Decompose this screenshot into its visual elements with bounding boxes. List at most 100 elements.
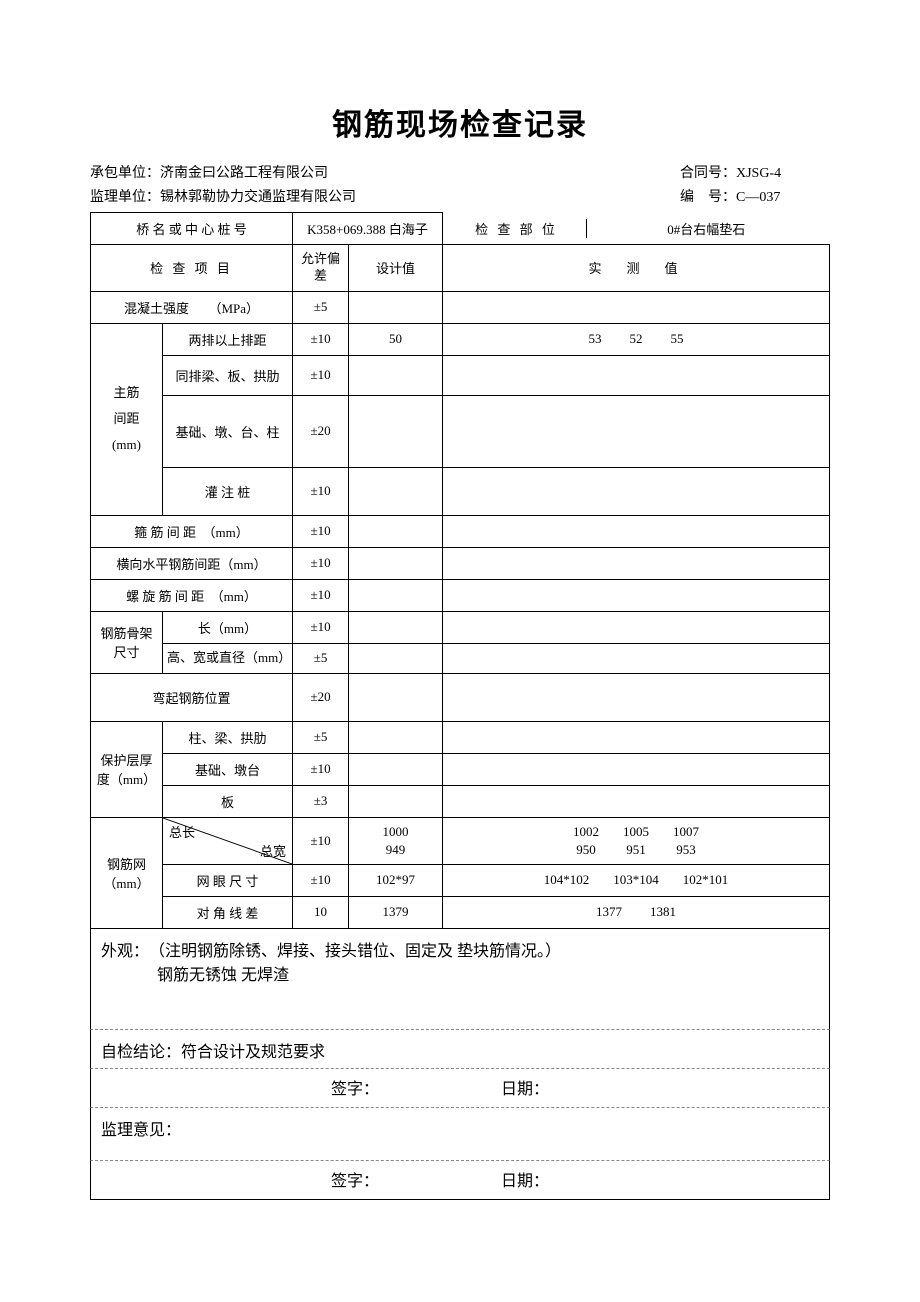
item-label: 检 查 项 目 — [91, 245, 293, 292]
frame-group: 钢筋骨架尺寸 — [91, 611, 163, 673]
cover-r1-design — [349, 721, 443, 753]
frame-r1-measured — [443, 611, 830, 643]
cover-r3-label: 板 — [163, 785, 293, 817]
supervisor-label: 监理单位： — [90, 190, 160, 205]
table-row: 网 眼 尺 寸 ±10 102*97 104*102 103*104 102*1… — [91, 864, 830, 896]
cover-r3-design — [349, 785, 443, 817]
table-row: 螺 旋 筋 间 距 （mm） ±10 — [91, 579, 830, 611]
ms-r1-label: 两排以上排距 — [163, 323, 293, 355]
ms-r3-measured — [443, 395, 830, 467]
ms-r3-design — [349, 395, 443, 467]
bent-design — [349, 673, 443, 721]
main-table: 桥 名 或 中 心 桩 号 K358+069.388 白海子 检 查 部 位 0… — [90, 212, 830, 929]
serial-value: C—037 — [736, 190, 780, 205]
concrete-measured — [443, 291, 830, 323]
self-value: 符合设计及规范要求 — [181, 1044, 325, 1061]
supervisor-value: 锡林郭勒协力交通监理有限公司 — [160, 190, 356, 205]
bridge-value: K358+069.388 白海子 — [293, 213, 443, 245]
frame-r2-design — [349, 643, 443, 673]
sup-sign-row: 签字： 日期： — [90, 1161, 830, 1200]
mesh-r1-m02: 1007 — [673, 824, 699, 840]
concrete-tol: ±5 — [293, 291, 349, 323]
frame-r2-measured — [443, 643, 830, 673]
bent-measured — [443, 673, 830, 721]
table-row: 基础、墩台 ±10 — [91, 753, 830, 785]
mesh-r1-d0: 1000 — [353, 824, 438, 840]
table-row: 检 查 项 目 允许偏差 设计值 实 测 值 — [91, 245, 830, 292]
mesh-r2-m2: 102*101 — [683, 872, 729, 888]
cover-group: 保护层厚度（mm） — [91, 721, 163, 817]
spiral-label: 螺 旋 筋 间 距 （mm） — [91, 579, 293, 611]
horiz-label: 横向水平钢筋间距（mm） — [91, 547, 293, 579]
bent-tol: ±20 — [293, 673, 349, 721]
horiz-design — [349, 547, 443, 579]
table-row: 保护层厚度（mm） 柱、梁、拱肋 ±5 — [91, 721, 830, 753]
mesh-r2-tol: ±10 — [293, 864, 349, 896]
frame-r2-tol: ±5 — [293, 643, 349, 673]
cover-r1-tol: ±5 — [293, 721, 349, 753]
self-date-label: 日期： — [501, 1075, 549, 1099]
ms-r2-measured — [443, 355, 830, 395]
table-row: 板 ±3 — [91, 785, 830, 817]
ms-r2-tol: ±10 — [293, 355, 349, 395]
frame-r1-tol: ±10 — [293, 611, 349, 643]
spiral-design — [349, 579, 443, 611]
stirrup-measured — [443, 515, 830, 547]
header-row-1: 承包单位：济南金曰公路工程有限公司 合同号：XJSG-4 — [90, 162, 830, 182]
frame-r1-label: 长（mm） — [163, 611, 293, 643]
table-row: 横向水平钢筋间距（mm） ±10 — [91, 547, 830, 579]
mesh-r1-tl: 总长 — [169, 822, 195, 841]
ms-r2-design — [349, 355, 443, 395]
sup-block: 监理意见： — [90, 1108, 830, 1161]
spiral-tol: ±10 — [293, 579, 349, 611]
cover-r2-tol: ±10 — [293, 753, 349, 785]
ms-r2-label: 同排梁、板、拱肋 — [163, 355, 293, 395]
mesh-r2-design: 102*97 — [349, 864, 443, 896]
sup-date-label: 日期： — [501, 1167, 549, 1191]
mesh-r1-design: 1000 949 — [349, 817, 443, 864]
table-row: 高、宽或直径（mm） ±5 — [91, 643, 830, 673]
frame-r2-label: 高、宽或直径（mm） — [163, 643, 293, 673]
table-row: 桥 名 或 中 心 桩 号 K358+069.388 白海子 检 查 部 位 0… — [91, 213, 830, 245]
contractor-value: 济南金曰公路工程有限公司 — [160, 166, 328, 181]
sup-label: 监理意见： — [101, 1122, 181, 1139]
mesh-r1-br: 总宽 — [260, 841, 286, 860]
table-row: 基础、墩、台、柱 ±20 — [91, 395, 830, 467]
horiz-measured — [443, 547, 830, 579]
mesh-r2-label: 网 眼 尺 寸 — [163, 864, 293, 896]
mesh-r2-measured: 104*102 103*104 102*101 — [443, 864, 830, 896]
table-row: 钢筋骨架尺寸 长（mm） ±10 — [91, 611, 830, 643]
mesh-r1-tol: ±10 — [293, 817, 349, 864]
stirrup-label: 箍 筋 间 距 （mm） — [91, 515, 293, 547]
part-value: 0#台右幅垫石 — [587, 219, 825, 238]
table-row: 钢筋网（mm） 总长 总宽 ±10 1000 949 1002 950 1005… — [91, 817, 830, 864]
table-row: 同排梁、板、拱肋 ±10 — [91, 355, 830, 395]
ms-r4-tol: ±10 — [293, 467, 349, 515]
mesh-r1-m10: 950 — [573, 842, 599, 858]
table-row: 混凝土强度 （MPa） ±5 — [91, 291, 830, 323]
self-check-block: 自检结论：符合设计及规范要求 — [90, 1030, 830, 1069]
cover-r1-label: 柱、梁、拱肋 — [163, 721, 293, 753]
ms-r3-label: 基础、墩、台、柱 — [163, 395, 293, 467]
mesh-group: 钢筋网（mm） — [91, 817, 163, 928]
concrete-label: 混凝土强度 （MPa） — [91, 291, 293, 323]
measured-label: 实 测 值 — [443, 245, 830, 292]
stirrup-tol: ±10 — [293, 515, 349, 547]
mesh-r1-measured: 1002 950 1005 951 1007 953 — [443, 817, 830, 864]
tol-label: 允许偏差 — [293, 245, 349, 292]
mesh-r1-m00: 1002 — [573, 824, 599, 840]
cover-r1-measured — [443, 721, 830, 753]
appearance-value: 钢筋无锈蚀 无焊渣 — [157, 967, 289, 984]
bridge-label: 桥 名 或 中 心 桩 号 — [91, 213, 293, 245]
mesh-r3-design: 1379 — [349, 896, 443, 928]
mesh-r3-label: 对 角 线 差 — [163, 896, 293, 928]
part-label: 检 查 部 位 — [447, 219, 587, 238]
cover-r3-tol: ±3 — [293, 785, 349, 817]
bent-label: 弯起钢筋位置 — [91, 673, 293, 721]
design-label: 设计值 — [349, 245, 443, 292]
horiz-tol: ±10 — [293, 547, 349, 579]
ms-r4-measured — [443, 467, 830, 515]
spiral-measured — [443, 579, 830, 611]
ms-r4-design — [349, 467, 443, 515]
mesh-r1-m01: 1005 — [623, 824, 649, 840]
